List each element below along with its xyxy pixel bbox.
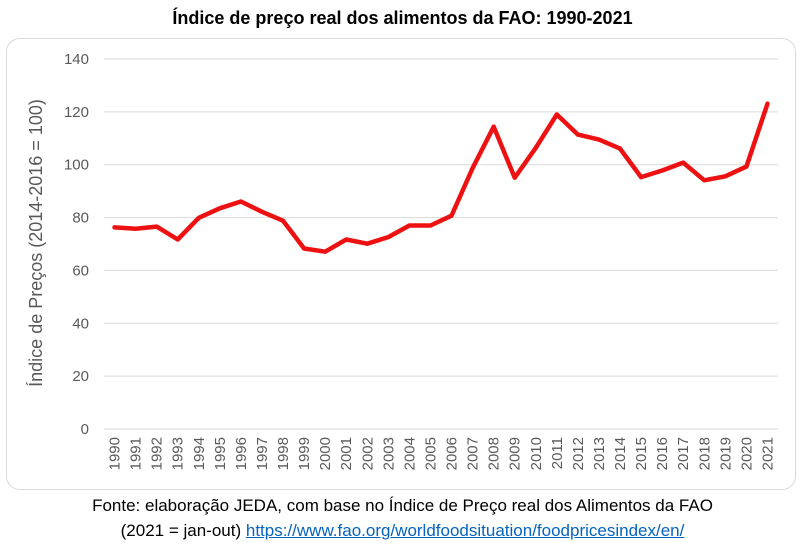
data-point	[681, 160, 686, 165]
x-tick-label: 2020	[738, 437, 755, 470]
data-point	[470, 166, 475, 171]
chart-frame	[6, 38, 796, 490]
data-point	[112, 225, 117, 230]
x-axis-ticks: 1990 1991 1992 1993 1994 1995 1996 1997 1998 1999…	[107, 437, 777, 470]
x-tick-label: 1996	[233, 437, 250, 470]
data-point	[449, 213, 454, 218]
x-tick-label: 2016	[654, 437, 671, 470]
x-tick-label: 2011	[549, 437, 566, 469]
x-tick-label: 1999	[296, 437, 313, 470]
y-tick-label: 140	[64, 51, 89, 68]
x-tick-label: 2002	[359, 437, 376, 470]
x-tick-label: 2018	[696, 437, 713, 470]
y-axis-ticks: 0 20 40 60 80 100 120 140	[64, 51, 89, 438]
chart-title: Índice de preço real dos alimentos da FA…	[172, 8, 633, 28]
data-point	[428, 223, 433, 228]
data-point	[639, 175, 644, 180]
data-point	[618, 146, 623, 151]
y-tick-label: 60	[72, 262, 89, 279]
data-point	[512, 175, 517, 180]
x-tick-label: 2005	[422, 437, 439, 470]
data-point	[365, 241, 370, 246]
x-tick-label: 1992	[149, 437, 166, 470]
data-point	[196, 215, 201, 220]
series-line	[112, 101, 770, 254]
data-point	[175, 237, 180, 242]
data-point	[281, 218, 286, 223]
y-axis-label: Índice de Preços (2014-2016 = 100)	[26, 99, 46, 387]
x-tick-label: 1990	[107, 437, 124, 470]
data-point	[575, 132, 580, 137]
source-note-date: (2021 = jan-out)	[120, 521, 242, 540]
data-point	[238, 199, 243, 204]
data-point	[744, 164, 749, 169]
x-tick-label: 1997	[254, 437, 271, 470]
data-point	[386, 235, 391, 240]
x-tick-label: 1994	[191, 437, 208, 470]
data-point	[533, 145, 538, 150]
data-point	[302, 246, 307, 251]
x-tick-label: 2012	[570, 437, 587, 470]
data-point	[154, 224, 159, 229]
series-layer	[112, 101, 770, 254]
data-point	[133, 226, 138, 231]
x-tick-label: 2007	[465, 437, 482, 470]
data-point	[596, 137, 601, 142]
x-tick-label: 2001	[338, 437, 355, 470]
gridlines	[104, 58, 778, 430]
x-tick-label: 2013	[591, 437, 608, 470]
x-tick-label: 1995	[212, 437, 229, 470]
y-tick-label: 80	[72, 210, 89, 227]
x-tick-label: 2009	[507, 437, 524, 470]
data-point	[407, 223, 412, 228]
x-tick-label: 1998	[275, 437, 292, 470]
y-tick-label: 40	[72, 315, 89, 332]
y-tick-label: 20	[72, 368, 89, 385]
source-link[interactable]: https://www.fao.org/worldfoodsituation/f…	[245, 521, 685, 540]
x-tick-label: 1993	[170, 437, 187, 470]
data-point	[323, 249, 328, 254]
x-tick-label: 2019	[717, 437, 734, 470]
x-tick-label: 2000	[317, 437, 334, 470]
data-point	[491, 124, 496, 129]
x-tick-label: 2003	[380, 437, 397, 470]
data-point	[259, 209, 264, 214]
data-point	[702, 178, 707, 183]
y-tick-label: 0	[81, 421, 89, 438]
data-point	[723, 174, 728, 179]
data-point	[217, 206, 222, 211]
source-note: Fonte: elaboração JEDA, com base no Índi…	[92, 496, 713, 515]
x-tick-label: 2014	[612, 437, 629, 470]
x-tick-label: 2010	[528, 437, 545, 470]
x-tick-label: 2006	[444, 437, 461, 470]
data-point	[660, 168, 665, 173]
x-tick-label: 2008	[486, 437, 503, 470]
source-note-line2: (2021 = jan-out) https://www.fao.org/wor…	[0, 521, 805, 541]
data-point	[554, 112, 559, 117]
y-tick-label: 100	[64, 157, 89, 174]
y-tick-label: 120	[64, 104, 89, 121]
x-tick-label: 2015	[633, 437, 650, 470]
x-tick-label: 2004	[401, 437, 418, 470]
x-tick-label: 2017	[675, 437, 692, 470]
data-point	[765, 101, 770, 106]
data-point	[344, 237, 349, 242]
x-tick-label: 1991	[128, 437, 145, 470]
x-tick-label: 2021	[759, 437, 776, 470]
